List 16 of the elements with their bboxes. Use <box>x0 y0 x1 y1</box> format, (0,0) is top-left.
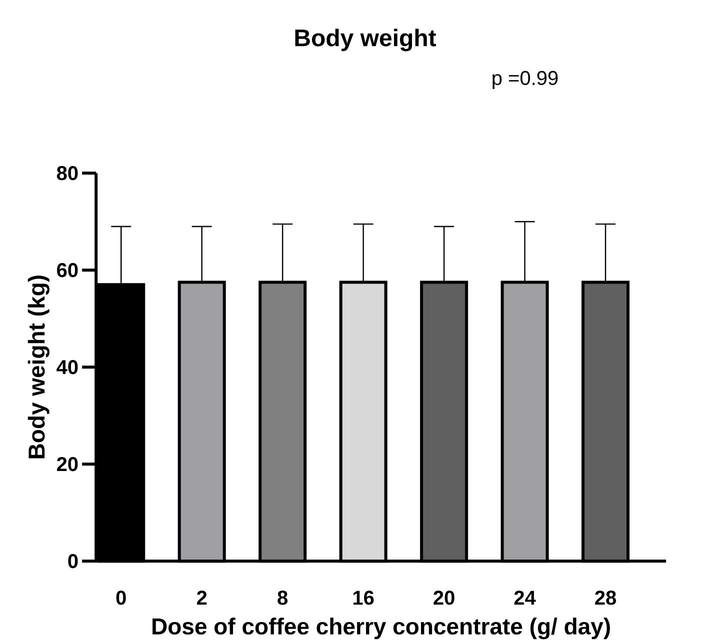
x-tick-label: 8 <box>278 590 288 606</box>
y-tick-label: 80 <box>56 166 78 180</box>
y-tick-label: 60 <box>57 263 78 278</box>
x-tick-label: 2 <box>196 590 207 605</box>
x-tick-label: 0 <box>116 590 126 606</box>
y-tick-label: 40 <box>56 360 78 374</box>
x-axis-title: Dose of coffee cherry concentrate (g/ day) <box>152 618 610 640</box>
y-tick-label: 20 <box>56 457 78 472</box>
chart-title: Body weight <box>295 28 436 52</box>
x-tick-label: 16 <box>353 590 374 606</box>
y-tick-label: 0 <box>68 554 78 568</box>
x-tick-label: 28 <box>595 590 616 606</box>
text: p =0.99 <box>492 71 558 90</box>
x-tick-label: 20 <box>434 590 454 606</box>
y-axis-title: Body weight (kg) <box>28 276 50 458</box>
x-tick-label: 24 <box>514 590 536 605</box>
